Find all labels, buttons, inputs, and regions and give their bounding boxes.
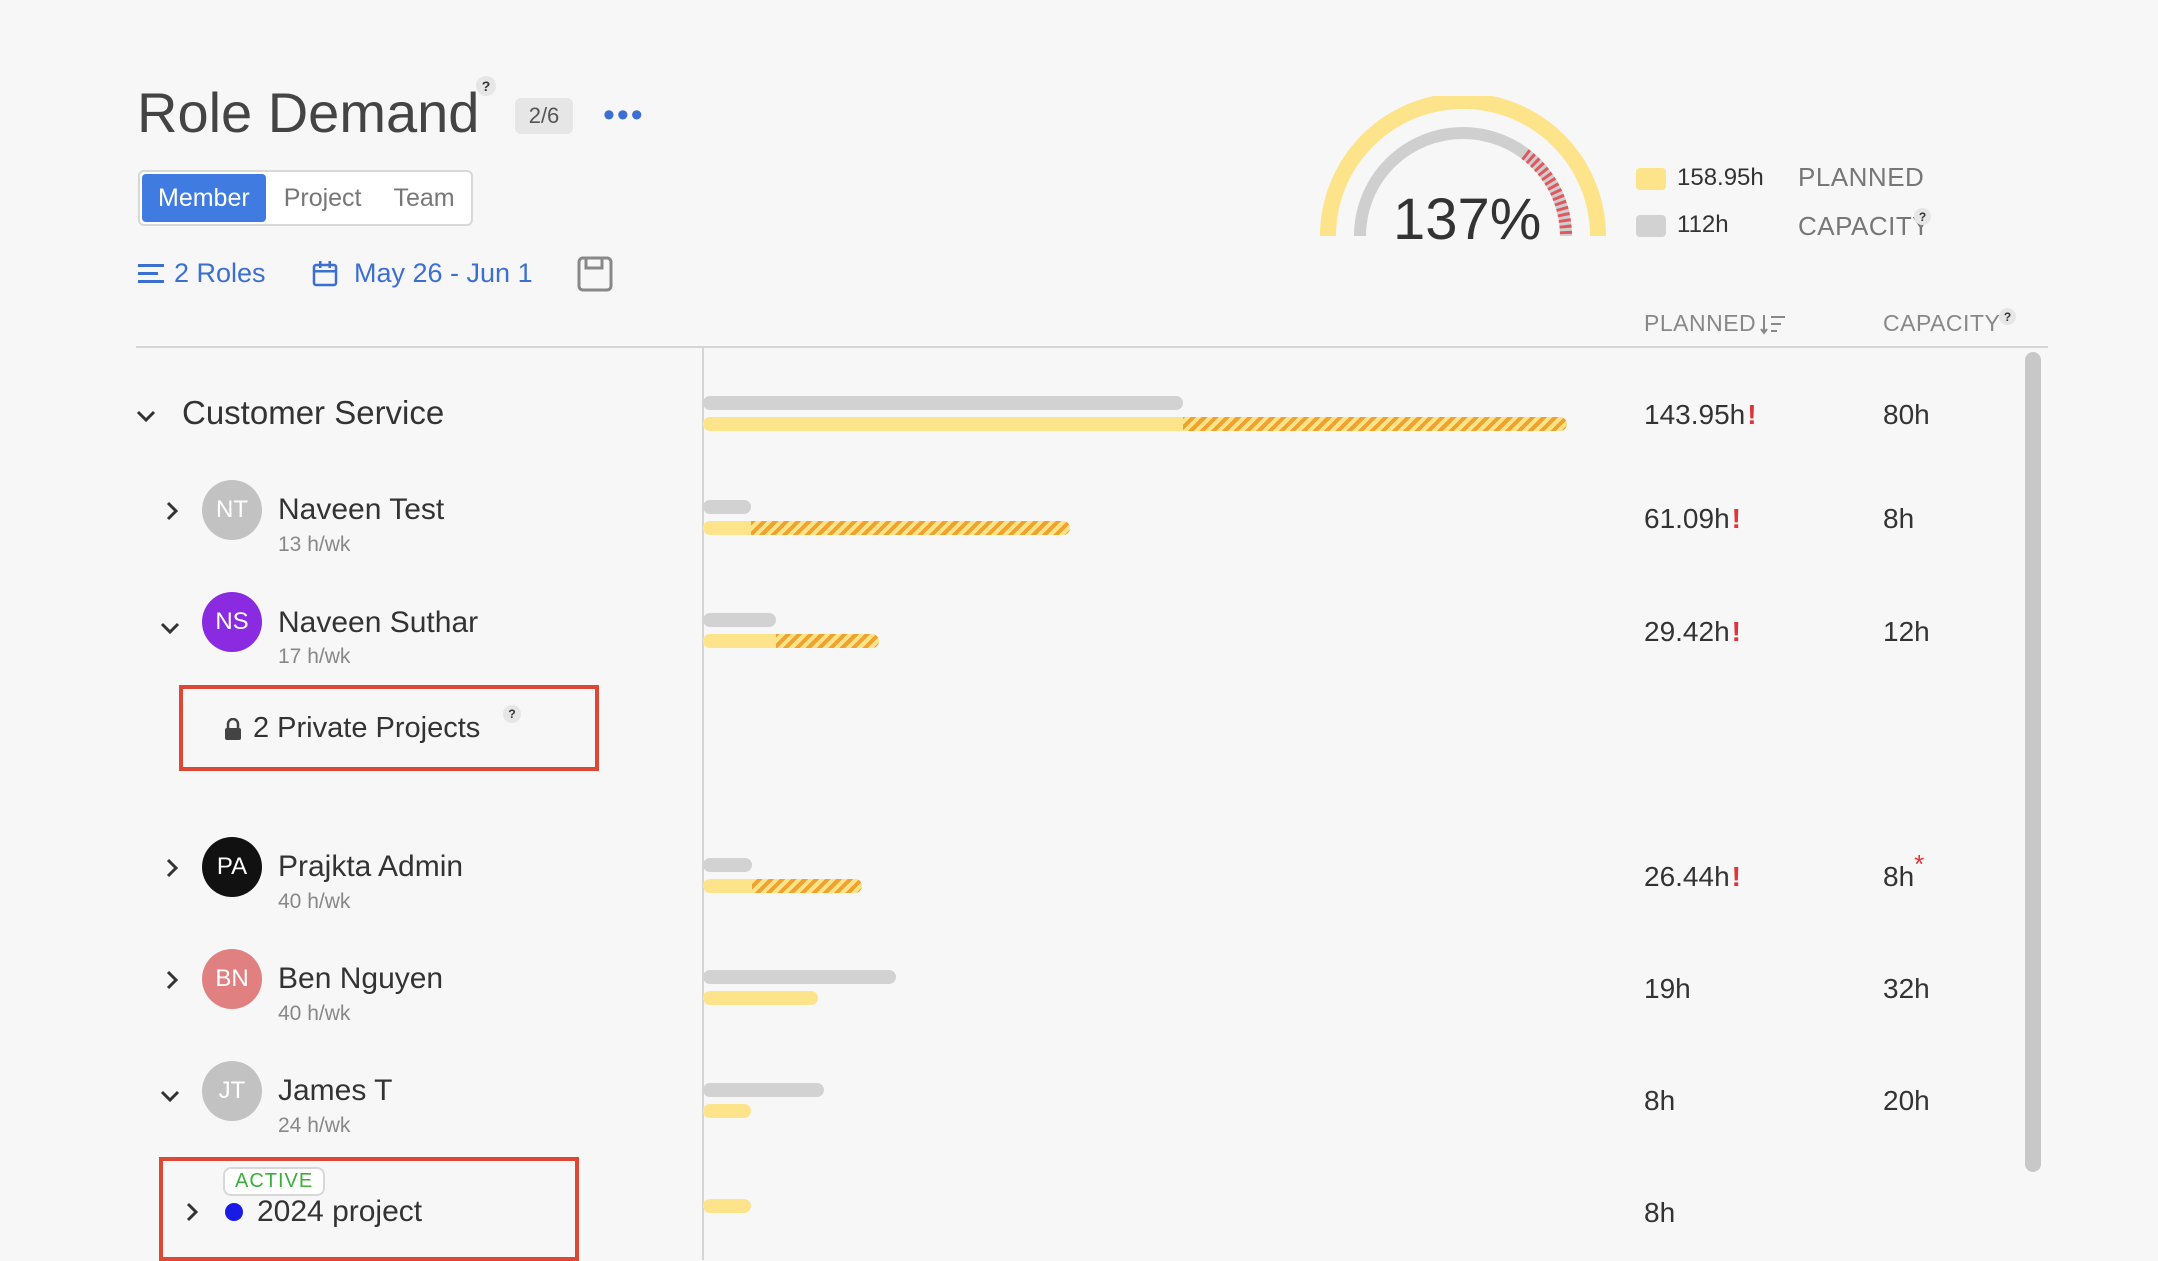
- project-name[interactable]: 2024 project: [257, 1195, 423, 1228]
- member-capacity: 32h: [1883, 973, 1930, 1004]
- member-capacity-bar: [703, 1083, 824, 1097]
- member-capacity-bar: [703, 970, 896, 984]
- calendar-icon: [312, 260, 338, 286]
- roles-filter-button[interactable]: 2 Roles: [138, 258, 266, 289]
- group-planned: 143.95h!: [1644, 399, 1757, 430]
- private-projects-highlight: [179, 685, 599, 771]
- member-planned: 26.44h!: [1644, 861, 1741, 892]
- private-projects-help-icon[interactable]: ?: [503, 705, 521, 723]
- list-icon: [138, 263, 164, 283]
- date-range-picker[interactable]: May 26 - Jun 1: [312, 258, 533, 289]
- column-header-capacity: CAPACITY: [1883, 310, 2001, 336]
- legend-planned-swatch: [1636, 168, 1666, 190]
- member-capacity-bar: [703, 858, 752, 872]
- page-indicator: 2/6: [515, 98, 573, 134]
- tab-project[interactable]: Project: [283, 183, 362, 212]
- chevron-right-icon[interactable]: [160, 499, 184, 523]
- view-toggle: Member Project Team: [138, 170, 473, 226]
- chevron-down-icon[interactable]: [158, 1084, 182, 1108]
- member-rate: 17 h/wk: [278, 645, 351, 668]
- tab-team[interactable]: Team: [393, 183, 455, 212]
- member-planned: 61.09h!: [1644, 503, 1741, 534]
- member-name[interactable]: Naveen Test: [278, 493, 445, 526]
- avatar: JT: [202, 1061, 262, 1121]
- column-divider: [702, 348, 704, 1260]
- avatar: NT: [202, 480, 262, 540]
- project-color-dot: [225, 1203, 243, 1221]
- member-planned-bar: [703, 1104, 751, 1118]
- member-rate: 40 h/wk: [278, 1002, 351, 1025]
- title-help-icon[interactable]: ?: [476, 76, 496, 96]
- avatar: PA: [202, 837, 262, 897]
- overbooked-icon: !: [1731, 861, 1741, 892]
- date-range-label: May 26 - Jun 1: [354, 258, 533, 288]
- more-options-icon[interactable]: •••: [603, 96, 645, 134]
- project-planned: 8h: [1644, 1197, 1676, 1228]
- legend-capacity-value: 112h: [1677, 211, 1729, 238]
- member-capacity-bar: [703, 500, 751, 514]
- header-divider: [136, 346, 2048, 348]
- chevron-down-icon[interactable]: [158, 616, 182, 640]
- legend-planned-value: 158.95h: [1677, 164, 1764, 191]
- member-name[interactable]: Prajkta Admin: [278, 850, 464, 883]
- roles-filter-label: 2 Roles: [174, 258, 266, 288]
- sort-icon: [1760, 314, 1786, 335]
- member-name[interactable]: Ben Nguyen: [278, 962, 444, 995]
- overbooked-icon: !: [1731, 616, 1741, 647]
- group-planned-bar: [703, 417, 1183, 431]
- avatar: NS: [202, 592, 262, 652]
- project-planned-bar: [703, 1199, 751, 1213]
- member-planned-bar: [703, 521, 751, 535]
- legend-capacity-label: CAPACITY: [1798, 211, 1931, 241]
- overbooked-icon: !: [1731, 503, 1741, 534]
- member-planned-bar: [703, 991, 818, 1005]
- member-overbooked-bar: [776, 634, 879, 648]
- overbooked-icon: !: [1747, 399, 1757, 430]
- legend-capacity-swatch: [1636, 215, 1666, 237]
- scrollbar[interactable]: [2025, 352, 2041, 1172]
- page-title: Role Demand: [137, 81, 480, 144]
- member-name[interactable]: Naveen Suthar: [278, 606, 479, 639]
- project-row-highlight: [159, 1157, 579, 1261]
- chevron-right-icon[interactable]: [160, 968, 184, 992]
- member-overbooked-bar: [752, 879, 862, 893]
- capacity-help-icon[interactable]: ?: [1914, 208, 1931, 225]
- column-capacity-help-icon[interactable]: ?: [1999, 308, 2016, 325]
- member-rate: 40 h/wk: [278, 890, 351, 913]
- member-capacity: 20h: [1883, 1085, 1930, 1116]
- gauge-percent: 137%: [1393, 187, 1542, 252]
- capacity-flag: *: [1914, 849, 1925, 879]
- column-header-planned[interactable]: PLANNED: [1644, 310, 1786, 337]
- member-rate: 24 h/wk: [278, 1114, 351, 1137]
- member-planned: 29.42h!: [1644, 616, 1741, 647]
- demand-gauge: [1320, 96, 1606, 237]
- member-planned-bar: [703, 634, 776, 648]
- member-capacity: 12h: [1883, 616, 1930, 647]
- group-overbooked-bar: [1183, 417, 1567, 431]
- save-icon[interactable]: [577, 256, 613, 292]
- member-planned: 8h: [1644, 1085, 1676, 1116]
- member-capacity: 8h*: [1883, 849, 1925, 892]
- legend-planned-label: PLANNED: [1798, 162, 1925, 192]
- group-capacity: 80h: [1883, 399, 1930, 430]
- member-planned-bar: [703, 879, 752, 893]
- tab-member[interactable]: Member: [142, 174, 266, 222]
- chevron-right-icon[interactable]: [180, 1200, 204, 1224]
- member-planned: 19h: [1644, 973, 1691, 1004]
- member-capacity: 8h: [1883, 503, 1915, 534]
- group-capacity-bar: [703, 396, 1183, 410]
- chevron-down-icon[interactable]: [134, 404, 158, 428]
- lock-icon: [225, 718, 241, 740]
- member-overbooked-bar: [751, 521, 1070, 535]
- member-rate: 13 h/wk: [278, 533, 351, 556]
- private-projects-label[interactable]: 2 Private Projects: [253, 712, 481, 744]
- member-capacity-bar: [703, 613, 776, 627]
- chevron-right-icon[interactable]: [160, 856, 184, 880]
- status-badge: ACTIVE: [223, 1167, 326, 1196]
- member-name[interactable]: James T: [278, 1074, 393, 1107]
- avatar: BN: [202, 949, 262, 1009]
- group-name: Customer Service: [182, 394, 445, 431]
